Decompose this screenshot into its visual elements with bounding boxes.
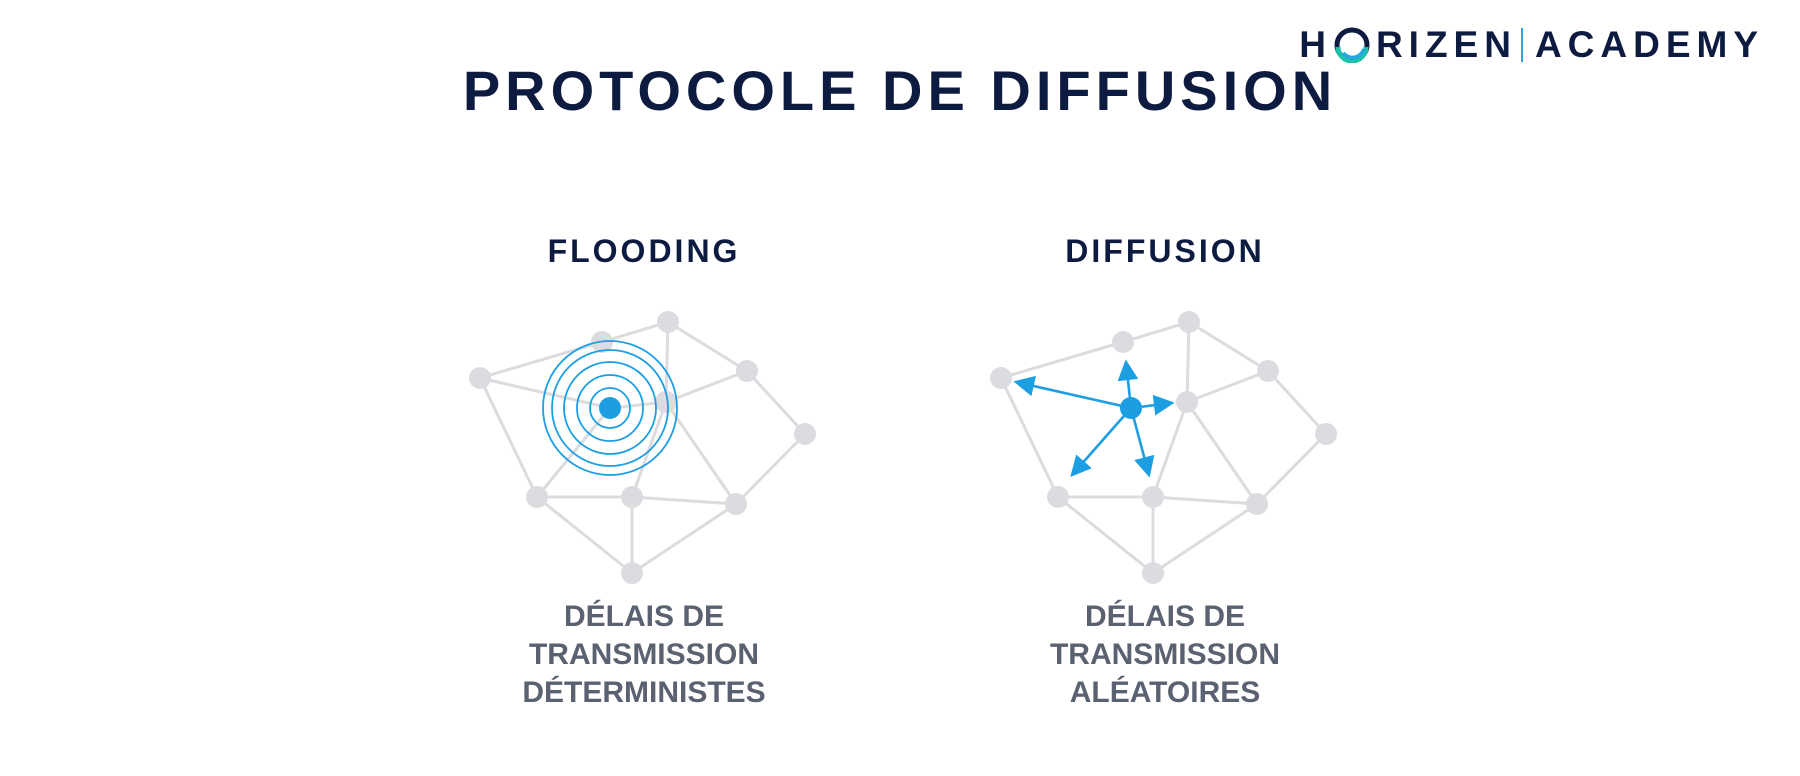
diffusion-network-diagram: [990, 311, 1337, 584]
diffusion-caption-line-2: TRANSMISSION: [1049, 638, 1280, 671]
logo-text-h: H: [1299, 24, 1332, 65]
flooding-network-nodes: [469, 311, 816, 584]
diffusion-caption-line-1: DÉLAIS DE: [1084, 600, 1246, 633]
flooding-caption-line-1: DÉLAIS DE: [563, 600, 725, 633]
page-title: PROTOCOLE DE DIFFUSION: [462, 59, 1338, 122]
logo-separator: [1520, 27, 1523, 62]
flooding-caption: DÉLAIS DE TRANSMISSION DÉTERMINISTES: [434, 598, 854, 712]
diffusion-caption-line-3: ALÉATOIRES: [1069, 676, 1261, 709]
horizen-logo-icon: [1334, 27, 1370, 63]
diffusion-network-nodes: [990, 311, 1337, 584]
flooding-source-node: [599, 397, 621, 419]
flooding-caption-line-2: TRANSMISSION: [528, 638, 759, 671]
diffusion-network-edges: [999, 320, 1328, 575]
diffusion-caption: DÉLAIS DE TRANSMISSION ALÉATOIRES: [955, 598, 1375, 712]
diffusion-title: DIFFUSION: [1065, 233, 1265, 269]
logo-text-rizen: RIZEN: [1375, 24, 1517, 65]
flooding-caption-line-3: DÉTERMINISTES: [522, 676, 766, 709]
diffusion-source-node: [1120, 397, 1142, 419]
flooding-network-diagram: [469, 311, 816, 584]
broadcast-rings: [542, 340, 678, 476]
logo-text-academy: ACADEMY: [1534, 24, 1764, 65]
flooding-title: FLOODING: [547, 233, 741, 269]
horizen-academy-logo: H RIZEN ACADEMY: [1299, 26, 1764, 63]
